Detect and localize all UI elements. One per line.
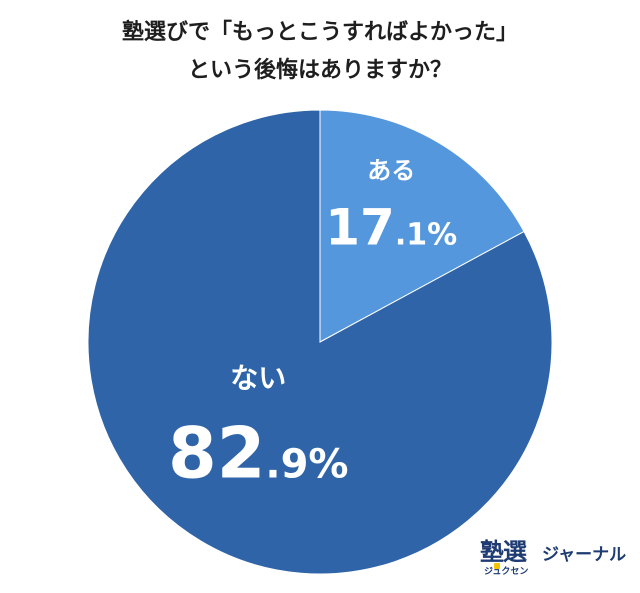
slice-value-1: 82.9%	[168, 413, 349, 495]
slice-label-0: ある	[367, 156, 415, 184]
chart-title: 塾選びで「もっとこうすればよかった」 という後悔はありますか？	[0, 14, 640, 90]
juku-sen-journal-logo: 塾選 ジュクセン ジャーナル	[480, 532, 630, 582]
chart-title-line-2: という後悔はありますか？	[187, 58, 452, 83]
logo-tail-text: ジャーナル	[542, 545, 627, 565]
logo-sub-text: ジュクセン	[484, 567, 529, 577]
slice-value-0: 17.1%	[325, 198, 457, 256]
pie-slice-0	[319, 109, 525, 343]
pie-slice-1	[87, 109, 553, 575]
logo-main-text: 塾選	[480, 537, 527, 566]
logo-accent-mark	[494, 563, 500, 569]
chart-title-line-1: 塾選びで「もっとこうすればよかった」	[121, 20, 518, 45]
slice-label-1: ない	[230, 362, 286, 395]
